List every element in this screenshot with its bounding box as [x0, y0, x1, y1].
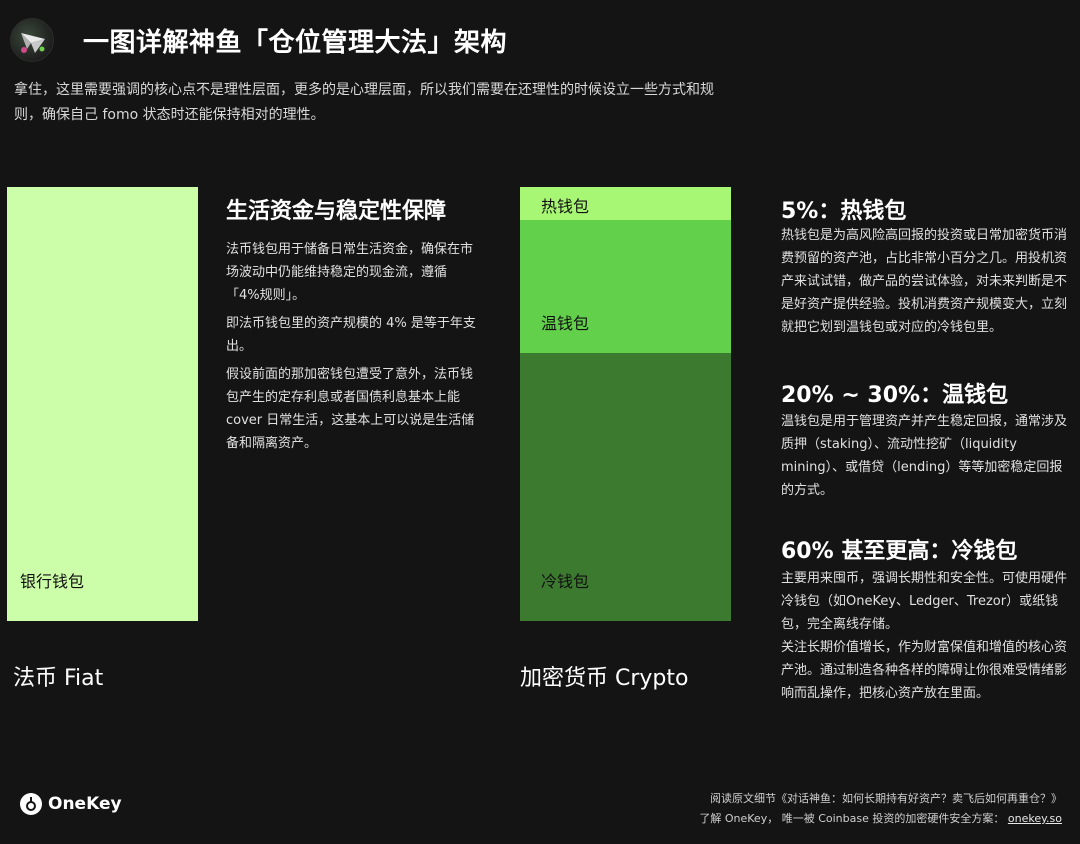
cold-wallet-label: 冷钱包	[541, 572, 590, 591]
hot-wallet-description: 热钱包是为高风险高回报的投资或日常加密货币消费预留的资产池，占比非常小百分之几。…	[781, 228, 1068, 335]
brand-name: OneKey	[48, 794, 122, 814]
hot-wallet-title: 5%：热钱包	[781, 199, 907, 224]
cold-wallet-title: 60% 甚至更高：冷钱包	[781, 539, 1018, 564]
cold-wallet-paragraph-1: 主要用来囤币，强调长期性和安全性。可使用硬件冷钱包（如OneKey、Ledger…	[781, 571, 1068, 632]
bank-wallet-label: 银行钱包	[20, 572, 85, 591]
intro-text: 拿住，这里需要强调的核心点不是理性层面，更多的是心理层面，所以我们需要在还理性的…	[14, 82, 714, 123]
onekey-link[interactable]: onekey.so	[1007, 812, 1062, 825]
footer-learn-more-text: 了解 OneKey， 唯一被 Coinbase 投资的加密硬件安全方案：	[699, 812, 1005, 825]
onekey-brand: OneKey	[20, 793, 122, 815]
hot-wallet-segment	[520, 187, 731, 220]
crypto-caption: 加密货币 Crypto	[520, 666, 689, 691]
onekey-logo-icon	[20, 793, 42, 815]
hot-wallet-label: 热钱包	[541, 197, 590, 216]
fiat-description: 法币钱包用于储备日常生活资金，确保在市场波动中仍能维持稳定的现金流，遵循「4%规…	[226, 238, 476, 460]
cold-wallet-segment	[520, 353, 731, 621]
warm-wallet-label: 温钱包	[541, 314, 590, 333]
page-title: 一图详解神鱼「仓位管理大法」架构	[83, 28, 508, 58]
fiat-paragraph-3: 假设前面的那加密钱包遭受了意外，法币钱包产生的定存利息或者国债利息基本上能 co…	[226, 367, 475, 451]
cold-wallet-paragraph-2: 关注长期价值增长，作为财富保值和增值的核心资产池。通过制造各种各样的障碍让你很难…	[781, 640, 1068, 701]
footer-learn-more: 了解 OneKey， 唯一被 Coinbase 投资的加密硬件安全方案： one…	[699, 810, 1062, 826]
avatar-logo-icon	[10, 18, 54, 62]
fiat-caption: 法币 Fiat	[13, 666, 104, 691]
warm-wallet-description: 温钱包是用于管理资产并产生稳定回报，通常涉及质押（staking）、流动性挖矿（…	[781, 414, 1068, 498]
fiat-heading: 生活资金与稳定性保障	[226, 199, 447, 224]
fiat-paragraph-2: 即法币钱包里的资产规模的 4% 是等于年支出。	[226, 316, 476, 354]
fiat-paragraph-1: 法币钱包用于储备日常生活资金，确保在市场波动中仍能维持稳定的现金流，遵循「4%规…	[226, 242, 474, 303]
cold-wallet-description: 主要用来囤币，强调长期性和安全性。可使用硬件冷钱包（如OneKey、Ledger…	[781, 567, 1071, 705]
fiat-bank-wallet-bar	[7, 187, 198, 621]
warm-wallet-title: 20% ~ 30%：温钱包	[781, 383, 1009, 408]
footer-read-more: 阅读原文细节《对话神鱼：如何长期持有好资产？卖飞后如何再重仓？》	[710, 792, 1062, 805]
warm-wallet-segment	[520, 220, 731, 353]
